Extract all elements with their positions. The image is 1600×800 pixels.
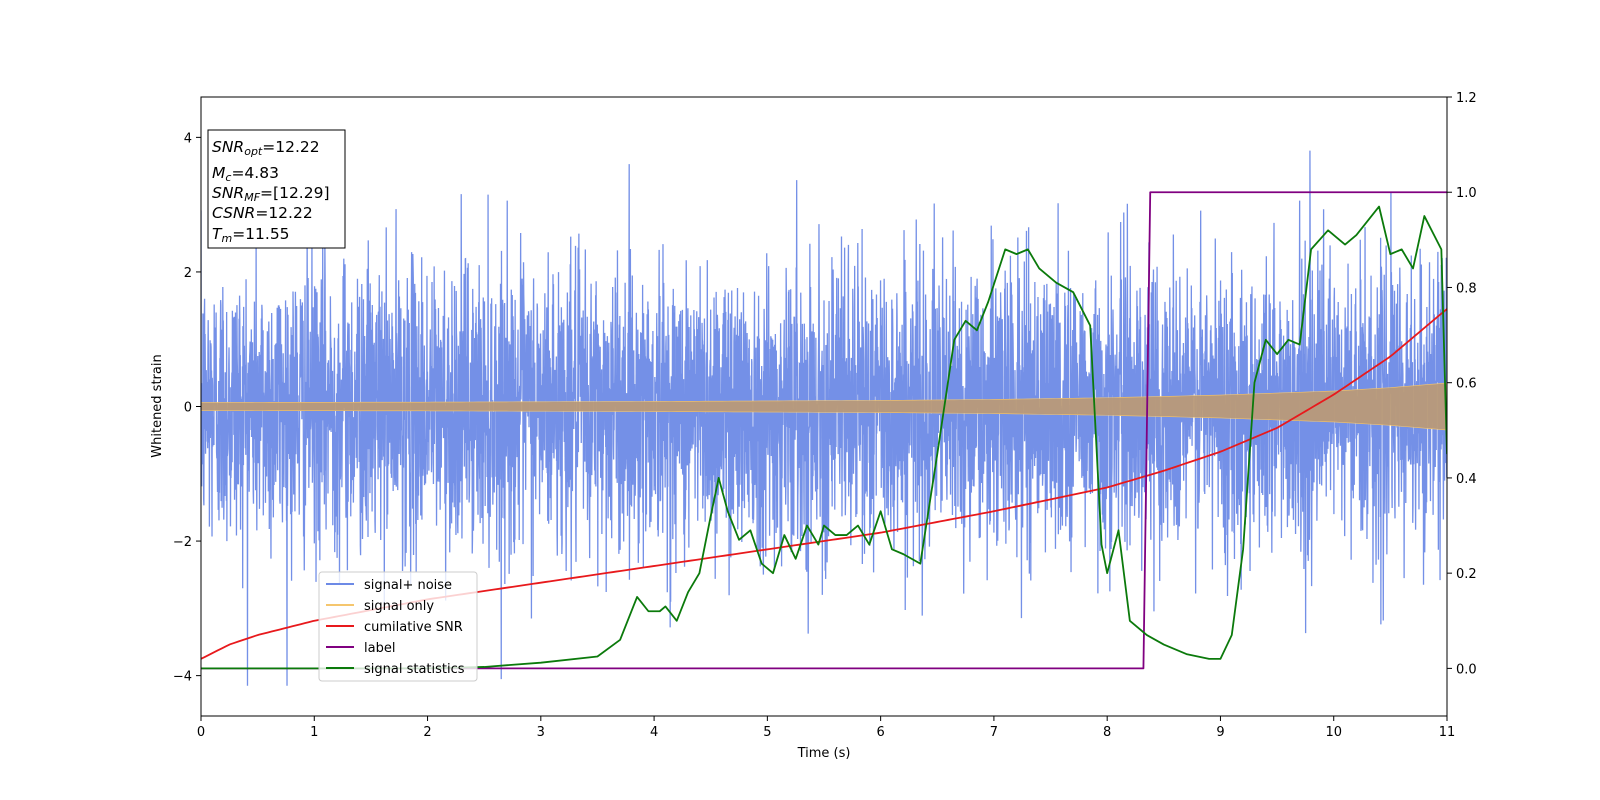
info-mc: Mc=4.83 xyxy=(212,164,279,184)
y-tick-label: 2 xyxy=(184,266,192,281)
legend-label-cumulative-snr: cumilative SNR xyxy=(364,620,463,635)
x-tick-label: 4 xyxy=(650,725,658,740)
y2-tick-label: 0.0 xyxy=(1456,662,1477,677)
y-axis-label: Whitened strain xyxy=(150,354,165,457)
y-tick-label: 4 xyxy=(184,131,192,146)
series-label xyxy=(201,191,1447,670)
y-tick-label: 0 xyxy=(184,401,192,416)
series-signal-statistics xyxy=(201,205,1447,670)
info-csnr: CSNR=12.22 xyxy=(212,204,313,222)
y-tick-label: −2 xyxy=(173,535,192,550)
y2-tick-label: 0.2 xyxy=(1456,567,1477,582)
x-tick-label: 7 xyxy=(990,725,998,740)
legend-frame xyxy=(318,571,478,682)
x-tick-label: 0 xyxy=(197,725,205,740)
x-tick-label: 11 xyxy=(1439,725,1456,740)
legend-label-signal: signal only xyxy=(364,599,434,614)
y-tick-label: −4 xyxy=(173,670,192,685)
legend-label-label: label xyxy=(364,641,395,656)
y2-tick-label: 0.6 xyxy=(1456,377,1477,392)
x-tick-label: 9 xyxy=(1216,725,1224,740)
info-snr-opt: SNRopt=12.22 xyxy=(212,138,320,158)
y2-tick-label: 0.8 xyxy=(1456,281,1477,296)
info-box: SNRopt=12.22 Mc=4.83 SNRMF=[12.29] CSNR=… xyxy=(207,129,346,249)
axes-layer: 0 1 2 3 4 5 6 7 8 9 10 11 −4 −2 0 2 4 0.0 0.2 0.4 0.6 0.8 1.0 1… xyxy=(173,91,1477,740)
x-axis-label: Time (s) xyxy=(797,746,851,761)
legend-label-noise: signal+ noise xyxy=(364,578,452,593)
x-tick-label: 10 xyxy=(1325,725,1342,740)
info-snr-mf: SNRMF=[12.29] xyxy=(212,184,330,204)
info-tm: Tm=11.55 xyxy=(212,225,290,245)
info-box-frame xyxy=(207,129,346,249)
x-tick-label: 2 xyxy=(423,725,431,740)
series-signal-noise xyxy=(201,150,1447,686)
x-tick-label: 5 xyxy=(763,725,771,740)
x-tick-label: 6 xyxy=(876,725,884,740)
y2-tick-label: 0.4 xyxy=(1456,472,1477,487)
x-tick-label: 8 xyxy=(1103,725,1111,740)
legend-label-statistics: signal statistics xyxy=(364,662,465,677)
x-tick-label: 1 xyxy=(310,725,318,740)
y2-tick-label: 1.0 xyxy=(1456,186,1477,201)
x-tick-label: 3 xyxy=(537,725,545,740)
legend: signal+ noise signal only cumilative SNR… xyxy=(318,571,478,682)
series-signal-only xyxy=(201,382,1447,431)
y2-tick-label: 1.2 xyxy=(1456,91,1477,106)
